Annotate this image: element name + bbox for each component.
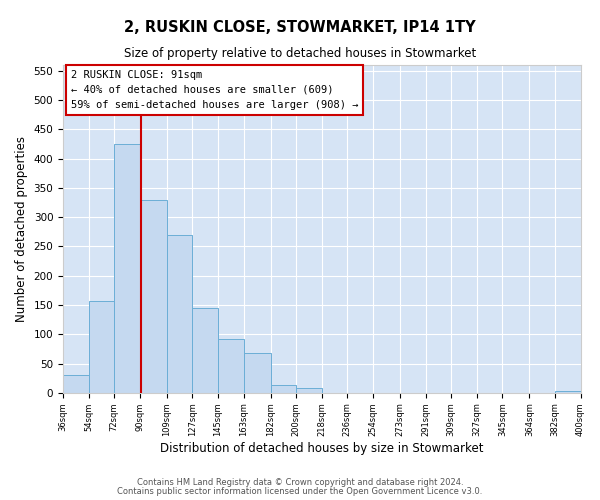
Bar bbox=[271, 385, 296, 393]
Text: Contains public sector information licensed under the Open Government Licence v3: Contains public sector information licen… bbox=[118, 487, 482, 496]
Text: Contains HM Land Registry data © Crown copyright and database right 2024.: Contains HM Land Registry data © Crown c… bbox=[137, 478, 463, 487]
Bar bbox=[296, 388, 322, 393]
Bar bbox=[63, 376, 89, 393]
X-axis label: Distribution of detached houses by size in Stowmarket: Distribution of detached houses by size … bbox=[160, 442, 484, 455]
Bar bbox=[555, 391, 581, 393]
Y-axis label: Number of detached properties: Number of detached properties bbox=[15, 136, 28, 322]
Text: Size of property relative to detached houses in Stowmarket: Size of property relative to detached ho… bbox=[124, 48, 476, 60]
Text: 2, RUSKIN CLOSE, STOWMARKET, IP14 1TY: 2, RUSKIN CLOSE, STOWMARKET, IP14 1TY bbox=[124, 20, 476, 35]
Bar bbox=[193, 308, 218, 393]
Bar bbox=[244, 353, 271, 393]
Bar bbox=[140, 200, 167, 393]
Bar bbox=[114, 144, 140, 393]
Bar bbox=[89, 301, 114, 393]
Bar bbox=[218, 339, 244, 393]
Text: 2 RUSKIN CLOSE: 91sqm
← 40% of detached houses are smaller (609)
59% of semi-det: 2 RUSKIN CLOSE: 91sqm ← 40% of detached … bbox=[71, 70, 358, 110]
Bar bbox=[167, 235, 193, 393]
